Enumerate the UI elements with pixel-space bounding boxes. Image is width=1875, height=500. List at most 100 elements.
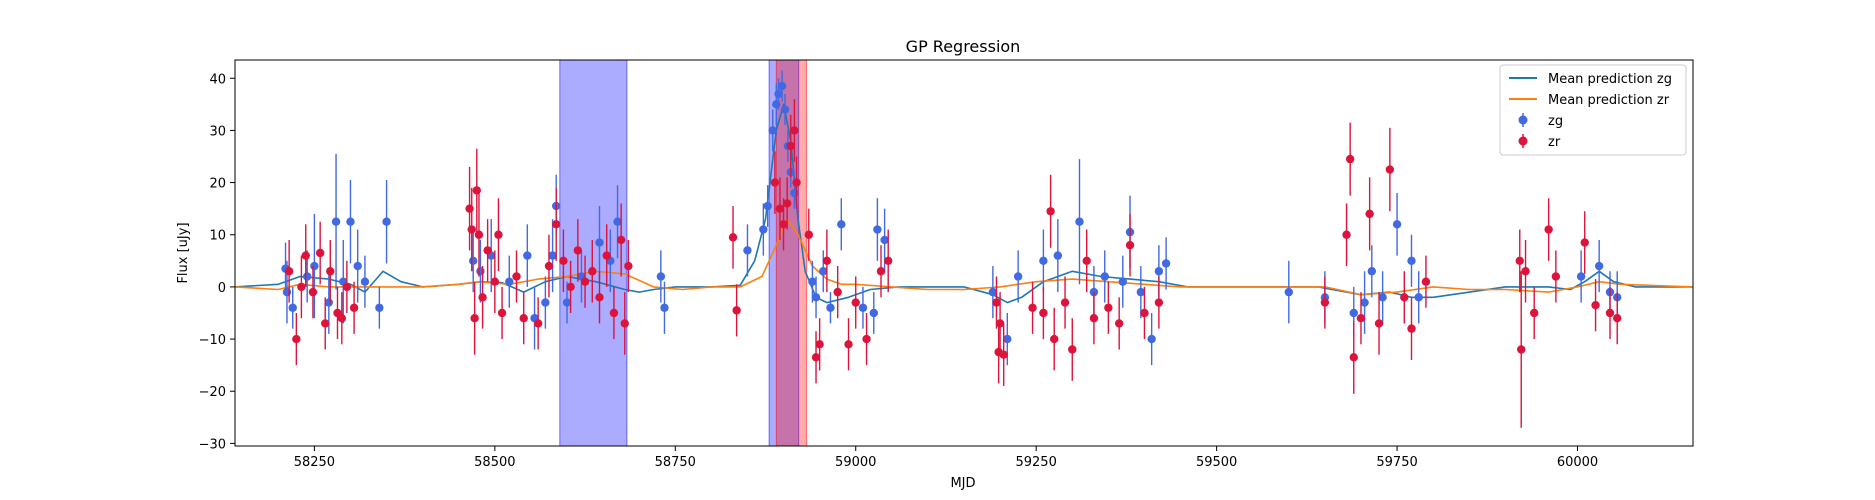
data-point [657,272,665,280]
data-point [1119,277,1127,285]
data-point [512,272,520,280]
x-tick-label: 59250 [1015,455,1056,470]
data-point [1285,288,1293,296]
data-point [491,277,499,285]
data-point [473,186,481,194]
data-point [1342,231,1350,239]
data-point [1581,238,1589,246]
data-point [859,304,867,312]
legend-label-zg-line: Mean prediction zg [1548,72,1672,87]
data-point [790,126,798,134]
data-point [769,126,777,134]
data-point [595,293,603,301]
data-point [783,199,791,207]
data-point [297,283,305,291]
data-point [520,314,528,322]
data-point [759,225,767,233]
data-point [1400,293,1408,301]
data-point [884,257,892,265]
legend-swatch-zr-marker [1519,137,1528,146]
data-point [494,231,502,239]
data-point [321,319,329,327]
data-point [283,288,291,296]
data-point [815,340,823,348]
data-point [1346,155,1354,163]
y-tick-label: −20 [199,385,226,400]
x-tick-label: 59000 [835,455,876,470]
data-point [289,304,297,312]
data-point [552,220,560,228]
data-point [1104,304,1112,312]
data-point [792,178,800,186]
data-point [1090,314,1098,322]
data-point [595,238,603,246]
y-tick-label: −30 [199,437,226,452]
legend: Mean prediction zg Mean prediction zr zg… [1500,65,1686,155]
data-point [1126,241,1134,249]
data-point [1155,298,1163,306]
data-point [852,298,860,306]
data-point [1083,257,1091,265]
data-point [465,204,473,212]
data-point [1075,218,1083,226]
y-tick-label: −10 [199,333,226,348]
legend-label-zr: zr [1548,135,1561,150]
y-tick-label: 20 [209,177,226,192]
data-point [375,304,383,312]
data-point [1591,301,1599,309]
data-point [523,251,531,259]
data-point [732,306,740,314]
data-point [826,304,834,312]
legend-label-zr-line: Mean prediction zr [1548,93,1670,108]
data-point [790,189,798,197]
data-point [292,335,300,343]
data-point [566,283,574,291]
y-tick-label: 30 [209,124,226,139]
x-tick-label: 60000 [1557,455,1598,470]
data-point [729,233,737,241]
data-point [309,288,317,296]
data-point [1552,272,1560,280]
legend-label-zg: zg [1548,114,1563,129]
data-point [1595,262,1603,270]
data-point [743,246,751,254]
data-point [1375,319,1383,327]
data-point [877,267,885,275]
data-point [617,236,625,244]
data-point [1061,298,1069,306]
data-point [1365,210,1373,218]
data-point [621,319,629,327]
data-point [1039,257,1047,265]
data-point [1068,345,1076,353]
data-point [833,288,841,296]
y-tick-label: 0 [218,281,226,296]
data-point [1039,309,1047,317]
data-point [1386,165,1394,173]
data-point [1014,272,1022,280]
x-tick-label: 59750 [1376,455,1417,470]
data-point [310,262,318,270]
data-point [999,351,1007,359]
data-point [862,335,870,343]
data-point [478,293,486,301]
data-point [1516,257,1524,265]
data-point [475,231,483,239]
data-point [772,100,780,108]
data-point [1115,319,1123,327]
data-point [1407,324,1415,332]
data-point [1350,353,1358,361]
data-point [1050,335,1058,343]
data-point [1155,267,1163,275]
data-point [1521,267,1529,275]
x-tick-label: 58750 [655,455,696,470]
data-point [1147,335,1155,343]
data-point [470,314,478,322]
data-point [1530,309,1538,317]
data-point [382,218,390,226]
data-point [498,309,506,317]
y-tick-label: 10 [209,229,226,244]
data-point [870,309,878,317]
chart-title: GP Regression [906,37,1021,56]
data-point [873,225,881,233]
data-point [1407,257,1415,265]
